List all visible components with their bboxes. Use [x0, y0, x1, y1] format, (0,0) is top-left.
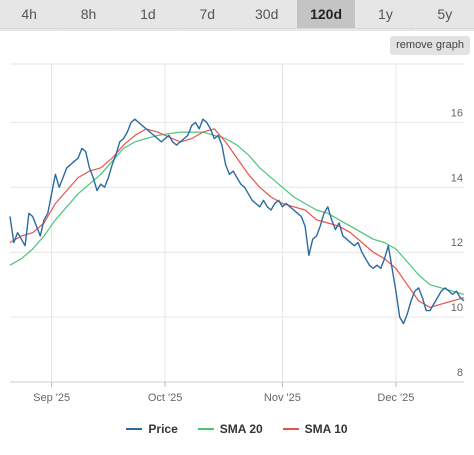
- series-line-sma-10: [9, 128, 465, 308]
- legend-swatch: [197, 428, 214, 430]
- grid-lines: [10, 63, 464, 383]
- y-tick-label: 16: [451, 107, 463, 119]
- legend-swatch: [126, 428, 143, 430]
- legend-item-sma-10[interactable]: SMA 10: [282, 422, 348, 436]
- y-tick-label: 14: [451, 172, 463, 184]
- tab-5y[interactable]: 5y: [415, 0, 474, 29]
- legend-item-sma-20[interactable]: SMA 20: [197, 422, 263, 436]
- x-tick-label: Sep '25: [33, 392, 70, 404]
- series-line-price: [9, 118, 465, 325]
- tab-30d[interactable]: 30d: [237, 0, 296, 29]
- tab-7d[interactable]: 7d: [178, 0, 237, 29]
- tab-1y[interactable]: 1y: [356, 0, 415, 29]
- x-tick-label: Oct '25: [148, 392, 183, 404]
- tab-120d[interactable]: 120d: [296, 0, 356, 29]
- legend-item-price[interactable]: Price: [126, 422, 178, 436]
- tab-1d[interactable]: 1d: [118, 0, 178, 29]
- tab-8h[interactable]: 8h: [59, 0, 118, 29]
- x-tick-label: Nov '25: [264, 392, 301, 404]
- tab-4h[interactable]: 4h: [0, 0, 59, 29]
- chart-legend: Price SMA 20 SMA 10: [0, 420, 474, 438]
- chart-series: [9, 118, 465, 325]
- x-tick-label: Dec '25: [377, 392, 414, 404]
- legend-label: SMA 10: [304, 422, 348, 436]
- time-range-tabs: 4h 8h 1d 7d 30d 120d 1y 5y: [0, 0, 474, 31]
- legend-label: SMA 20: [219, 422, 263, 436]
- y-tick-label: 12: [451, 237, 463, 249]
- price-chart: 8 10 12 14 16 Sep '25 Oct '25 Nov '25 Dec '25: [9, 63, 465, 404]
- y-tick-label: 8: [457, 367, 463, 379]
- chart-axes: 8 10 12 14 16 Sep '25 Oct '25 Nov '25 Dec '25: [10, 107, 464, 404]
- legend-swatch: [282, 428, 299, 430]
- series-line-sma-20: [9, 131, 465, 295]
- y-tick-label: 10: [451, 302, 463, 314]
- legend-label: Price: [148, 422, 178, 436]
- remove-graph-button[interactable]: remove graph: [390, 36, 470, 55]
